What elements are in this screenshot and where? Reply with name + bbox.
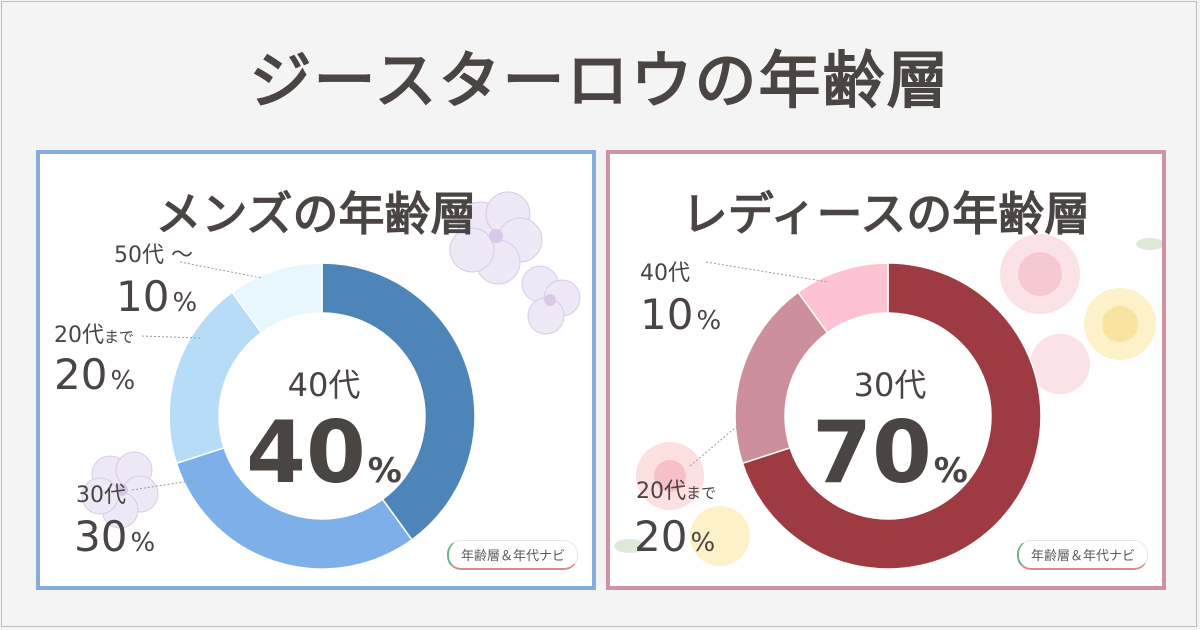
men-value-50s: 10% (116, 272, 198, 321)
women-center-unit: % (933, 451, 968, 491)
site-badge: 年齢層＆年代ナビ (1016, 540, 1148, 570)
leader-line (131, 479, 197, 491)
men-slice-0 (321, 262, 476, 541)
men-center-value: 40% (224, 410, 424, 496)
leader-line (705, 261, 829, 283)
women-slice-0 (741, 262, 1042, 570)
women-chart-title: レディースの年齢層 (681, 187, 1091, 241)
women-label-40s: 40代 (640, 261, 690, 286)
leader-line (179, 261, 263, 279)
women-label-20s: 20代まで (636, 479, 717, 504)
men-slice-1 (175, 446, 413, 570)
leader-line (689, 421, 743, 467)
men-chart-title: メンズの年齢層 (155, 187, 477, 241)
men-value-20s: 20% (54, 350, 136, 399)
men-label-30s: 30代 (76, 483, 126, 508)
men-label-50s: 50代 ～ (114, 243, 193, 268)
men-center-number: 40 (246, 403, 366, 503)
rose-decoration-icon (614, 442, 750, 566)
men-value-30s: 30% (74, 512, 156, 561)
men-center-label: 40代 (287, 366, 361, 404)
men-label-20s: 20代まで (54, 323, 135, 348)
women-value-20s: 20% (634, 512, 716, 561)
women-center-label: 30代 (853, 366, 927, 404)
men-slice-3 (231, 262, 323, 334)
women-value-40s: 10% (640, 290, 722, 339)
flower-decoration-icon (449, 191, 581, 335)
women-panel: レディースの年齢層 30代 70% 40代 10% 20代まで 20% 年齢層＆… (606, 150, 1166, 590)
women-center-value: 70% (790, 410, 990, 496)
leader-line (141, 335, 201, 339)
men-donut-chart (168, 262, 476, 570)
flower-decoration-icon (81, 451, 159, 529)
men-leader-lines (131, 261, 263, 491)
women-center-number: 70 (812, 403, 932, 503)
site-badge: 年齢層＆年代ナビ (446, 540, 578, 570)
rose-decoration-icon (974, 234, 1162, 394)
women-leader-lines (689, 261, 829, 467)
men-panel: メンズの年齢層 40代 40% 50代 ～ 10% 20代まで 20% 30代 … (36, 150, 596, 590)
men-center-unit: % (367, 451, 402, 491)
page-title: ジースターロウの年齢層 (249, 44, 951, 117)
